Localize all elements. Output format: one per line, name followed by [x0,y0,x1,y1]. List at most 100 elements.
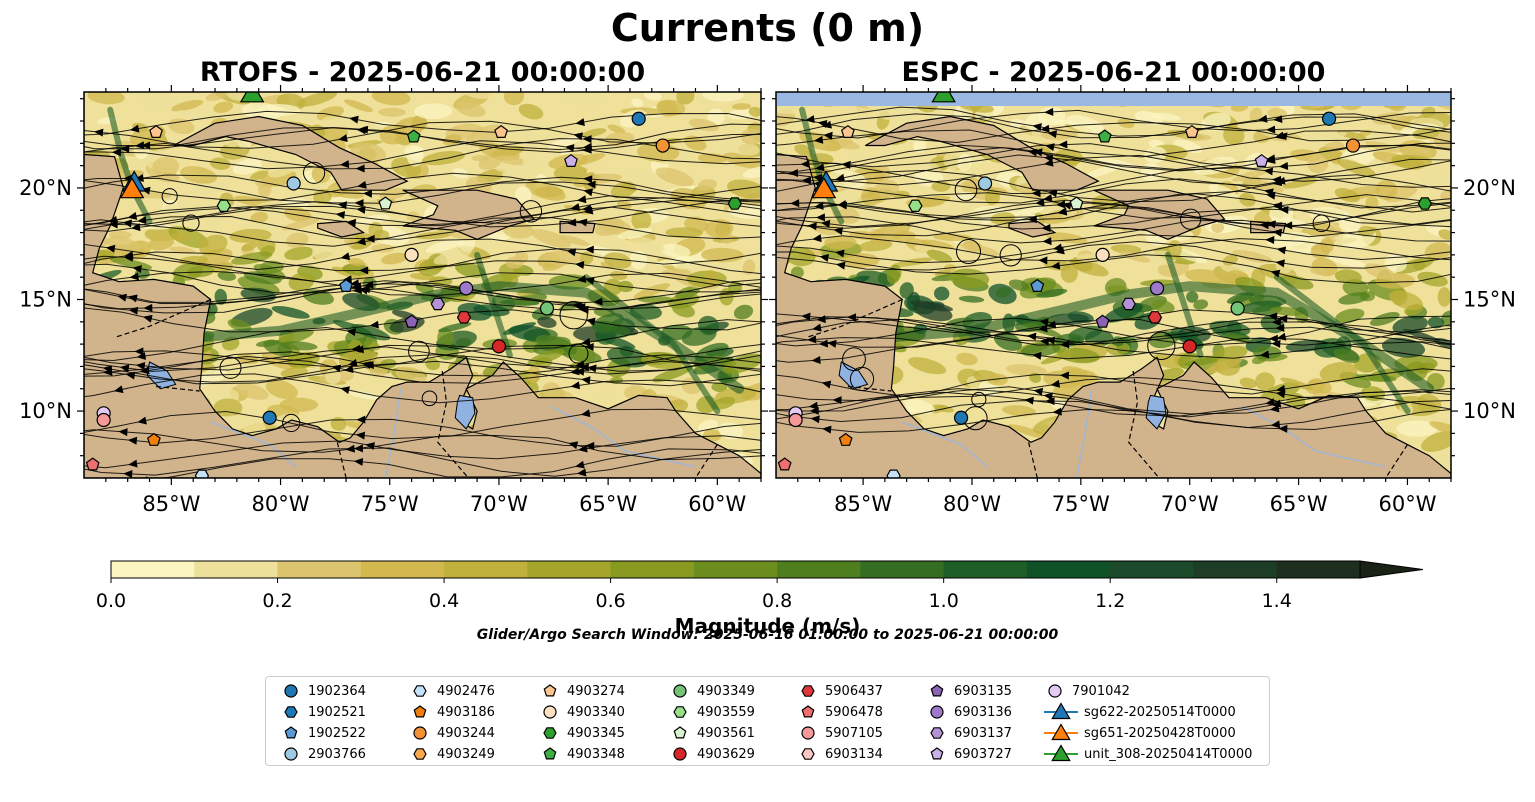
legend-item: 4903348 [539,744,625,764]
streamline [84,351,761,377]
legend-label: 4903348 [567,746,625,762]
map-espc[interactable] [711,82,1473,490]
legend-marker-icon [413,748,427,760]
streamline [776,337,1451,360]
streamline [84,435,761,469]
legend-label: 5906437 [825,683,883,699]
float-marker-4903274 [149,124,163,138]
float-marker-6903135 [1095,314,1110,328]
glider-marker-sg651-20250428T0000 [119,176,145,199]
legend-marker-icon [673,706,687,718]
legend-item: 4902476 [409,681,495,701]
legend-marker-icon [543,747,557,760]
float-marker-4903629 [491,339,507,354]
float-marker-6903136 [1149,281,1165,296]
float-marker-4903348 [1097,129,1112,143]
streamline [776,178,1451,209]
map-frame [775,91,1452,479]
legend-label: 6903137 [954,725,1012,741]
legend-marker-icon [1044,744,1078,762]
streamline [84,360,761,387]
colorbar-bin [693,561,778,578]
legend-label: sg651-20250428T0000 [1084,725,1236,741]
streamline [776,368,1451,402]
colorbar-bin [1276,561,1361,578]
legend-label: 1902521 [308,704,366,720]
legend-label: 4902476 [437,683,495,699]
streamline [84,206,761,240]
legend-marker-shape [543,747,557,760]
legend-marker-icon [801,726,815,740]
legend-item: 6903727 [926,744,1012,764]
land [317,220,366,238]
lat-tick-label: 15°N [1463,288,1516,312]
legend-marker-icon [543,727,557,739]
streamline [84,343,761,372]
legend-marker-shape [1051,744,1071,762]
search-window-note: Glider/Argo Search Window: 2025-06-16 01… [476,627,1059,643]
streamline [776,193,1451,226]
lat-tick-label: 15°N [19,288,72,312]
streamline [776,374,1451,399]
float-marker-6903727 [564,153,578,167]
legend-marker-shape [1051,702,1071,720]
legend-label: 4903349 [697,683,755,699]
streamline [776,109,1451,139]
legend-item: 6903134 [797,744,883,764]
lon-tick-label: 70°W [1161,492,1219,516]
float-marker-4903274 [1184,124,1199,138]
float-marker-4903345 [1417,197,1433,210]
streamline [776,129,1451,158]
float-marker-2903766 [977,176,993,191]
streamline [84,447,761,477]
legend-label: 6903136 [954,704,1012,720]
streamline [84,177,761,204]
streamline [159,448,761,478]
lon-tick-label: 85°W [142,492,200,516]
legend-label: 5906478 [825,704,883,720]
legend-marker-shape [801,685,815,697]
map-rtofs[interactable] [6,82,783,486]
colorbar-bin [777,561,861,578]
legend-marker-icon [543,684,557,697]
legend-label: 4903629 [697,746,755,762]
legend-marker-shape [1048,684,1062,698]
lat-tick-label: 10°N [19,399,72,423]
legend-marker-icon [284,747,298,761]
float-marker-5906437 [456,311,472,324]
lat-tick-label: 20°N [19,176,72,200]
streamline [84,110,761,136]
streamline [776,408,1451,433]
streamline [776,240,1451,271]
colorbar-tick-label: 0.0 [96,590,126,612]
float-marker-5906437 [1147,311,1163,324]
streamline [84,263,761,294]
legend-marker-icon [413,685,427,697]
float-marker-5907105 [96,412,111,428]
legend-marker-shape [673,726,687,739]
legend-item: 4903559 [669,702,755,722]
legend-marker-shape [413,685,427,697]
colorbar-bin [444,561,528,578]
legend-item: 4903345 [539,723,625,743]
streamline [776,388,1451,418]
figure-title: Currents (0 m) [610,6,925,50]
colorbar-tick-label: 0.8 [762,590,792,612]
streamline [84,287,761,311]
float-marker-4903244 [655,138,670,153]
colorbar-bin [360,561,445,578]
streamline [776,207,1451,238]
lon-tick-label: 75°W [361,492,419,516]
colorbar-bin [860,561,945,578]
legend-item: sg622-20250514T0000 [1044,702,1236,722]
legend: 1902364 1902521 1902522 2903766 4902476 49031… [265,676,1270,766]
streamline [84,217,761,247]
legend-label: 5907105 [825,725,883,741]
legend-item: 4903629 [669,744,755,764]
colorbar-bin [1193,561,1278,578]
legend-marker-icon [673,726,687,739]
float-marker-6903727 [1254,153,1269,167]
float-marker-5907105 [788,412,803,428]
float-marker-4903561 [1069,196,1084,210]
float-marker-4903244 [1345,138,1361,153]
